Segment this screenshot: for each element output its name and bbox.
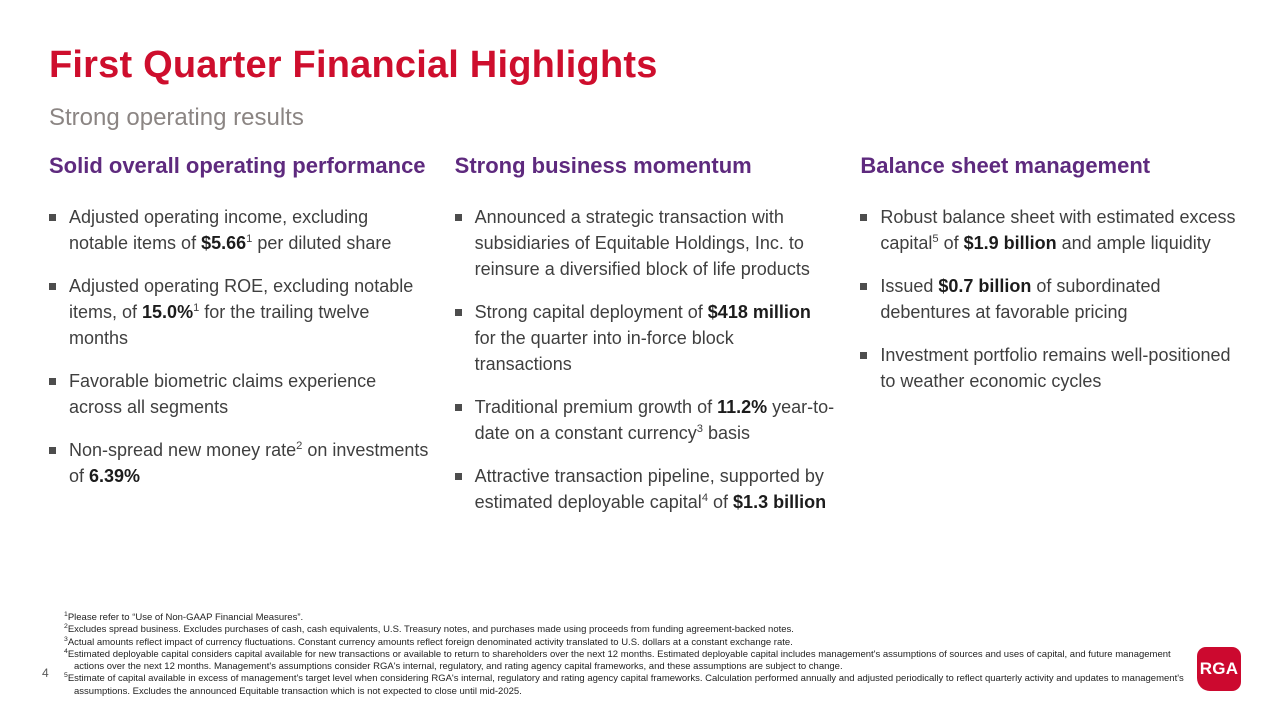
bullet-square-icon <box>49 214 56 221</box>
footnote: 3Actual amounts reflect impact of curren… <box>64 635 793 648</box>
page-number: 4 <box>42 666 49 680</box>
column-heading: Balance sheet management <box>860 153 1151 178</box>
bullet-text: Announced a strategic transaction with s… <box>474 207 810 279</box>
bullet-square-icon <box>860 214 868 221</box>
bullet-text: Issued $0.7 billion of subordinated debe… <box>880 276 1161 322</box>
bullet-text: Non-spread new money rate2 on investment… <box>69 440 429 486</box>
bullet-item: Strong capital deployment of $418 millio… <box>454 299 835 377</box>
bullet-square-icon <box>454 214 462 221</box>
bullet-list: Robust balance sheet with estimated exce… <box>860 204 1240 394</box>
bullet-square-icon <box>454 309 462 316</box>
footnote: 5Estimate of capital available in excess… <box>64 672 1184 697</box>
slide-subtitle: Strong operating results <box>49 104 304 131</box>
bullet-list: Announced a strategic transaction with s… <box>454 204 835 515</box>
bullet-item: Issued $0.7 billion of subordinated debe… <box>860 273 1240 325</box>
bullet-text: Robust balance sheet with estimated exce… <box>880 207 1236 253</box>
footnotes: 1Please refer to “Use of Non-GAAP Financ… <box>64 610 1186 698</box>
column: Balance sheet management Robust balance s… <box>860 152 1240 532</box>
bullet-text: Attractive transaction pipeline, support… <box>474 466 827 512</box>
bullet-square-icon <box>49 378 56 385</box>
highlight-columns: Solid overall operating performance Adjus… <box>49 152 1240 532</box>
bullet-item: Favorable biometric claims experience ac… <box>49 368 429 420</box>
footnote-marker: 1 <box>64 610 68 618</box>
bullet-square-icon <box>860 283 868 290</box>
footnote: 4Estimated deployable capital considers … <box>64 647 1171 673</box>
bullet-item: Robust balance sheet with estimated exce… <box>860 204 1240 256</box>
column-heading: Solid overall operating performance <box>49 153 426 178</box>
bullet-text: Investment portfolio remains well-positi… <box>880 345 1231 391</box>
bullet-item: Traditional premium growth of 11.2% year… <box>454 394 835 446</box>
bullet-item: Investment portfolio remains well-positi… <box>860 342 1240 394</box>
footnote-marker: 2 <box>64 623 68 631</box>
footnote: 2Excludes spread business. Excludes purc… <box>64 623 794 636</box>
bullet-square-icon <box>860 352 868 359</box>
bullet-item: Attractive transaction pipeline, support… <box>454 463 835 515</box>
slide-title: First Quarter Financial Highlights <box>49 44 658 86</box>
bullet-square-icon <box>49 447 56 454</box>
footnote: 1Please refer to “Use of Non-GAAP Financ… <box>64 610 304 623</box>
bullet-text: Strong capital deployment of $418 millio… <box>474 302 811 374</box>
bullet-list: Adjusted operating income, excluding not… <box>49 204 429 489</box>
bullet-item: Adjusted operating ROE, excluding notabl… <box>49 273 429 351</box>
column: Strong business momentum Announced a stra… <box>454 152 835 532</box>
footnote-marker: 3 <box>64 635 68 643</box>
bullet-text: Traditional premium growth of 11.2% year… <box>474 397 835 443</box>
bullet-text: Adjusted operating income, excluding not… <box>69 207 392 253</box>
bullet-text: Adjusted operating ROE, excluding notabl… <box>69 276 414 348</box>
bullet-square-icon <box>454 404 462 411</box>
bullet-square-icon <box>454 473 462 480</box>
bullet-item: Non-spread new money rate2 on investment… <box>49 437 429 489</box>
column: Solid overall operating performance Adjus… <box>49 152 429 532</box>
bullet-square-icon <box>49 283 56 290</box>
rga-logo-text: RGA <box>1199 659 1239 678</box>
footnote-marker: 4 <box>64 647 68 655</box>
bullet-item: Adjusted operating income, excluding not… <box>49 204 429 256</box>
footnote-marker: 5 <box>64 672 68 680</box>
rga-logo: RGA <box>1197 647 1241 691</box>
column-heading: Strong business momentum <box>454 153 752 178</box>
bullet-text: Favorable biometric claims experience ac… <box>69 371 377 417</box>
bullet-item: Announced a strategic transaction with s… <box>454 204 835 282</box>
